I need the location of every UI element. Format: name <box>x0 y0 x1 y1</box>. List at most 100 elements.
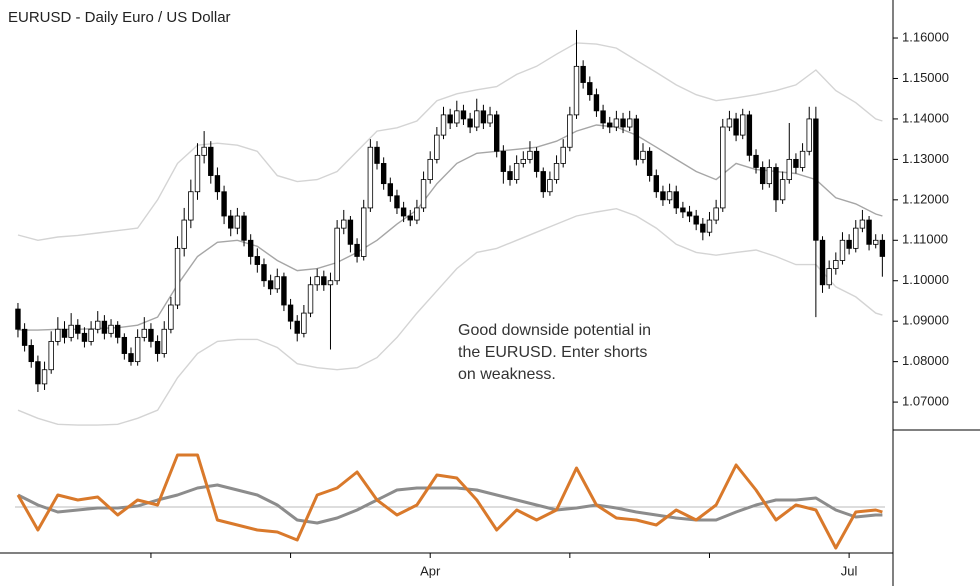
candle-body <box>660 191 666 201</box>
candle-body <box>267 280 274 290</box>
candle-body <box>274 276 280 290</box>
candle-body <box>633 118 640 160</box>
candle-body <box>114 324 121 338</box>
candle-body <box>41 369 48 385</box>
candle-body <box>680 207 686 213</box>
candle-body <box>467 118 473 128</box>
candle-body <box>494 114 500 152</box>
candle-body <box>813 118 819 241</box>
candle-body <box>593 94 600 112</box>
candle-body <box>141 328 147 338</box>
candle-body <box>513 163 520 181</box>
candle-body <box>367 146 374 209</box>
candle-body <box>108 324 114 334</box>
candle-body <box>547 179 553 193</box>
candle-body <box>434 134 440 160</box>
candle-body <box>487 114 493 124</box>
candle-body <box>819 239 826 286</box>
candle-body <box>354 243 360 257</box>
y-tick-label: 1.16000 <box>902 29 949 44</box>
candle-body <box>427 158 433 181</box>
candle-body <box>520 158 526 164</box>
x-tick-label: Jul <box>841 563 858 578</box>
candle-body <box>48 341 54 371</box>
candle-body <box>613 118 620 128</box>
candle-body <box>773 167 779 201</box>
candle-body <box>793 158 799 168</box>
candle-body <box>839 239 846 261</box>
candle-body <box>753 154 759 168</box>
candle-body <box>833 260 839 269</box>
candle-body <box>21 328 28 346</box>
y-tick-label: 1.09000 <box>902 313 949 328</box>
candle-body <box>720 126 726 209</box>
candle-body <box>713 207 719 221</box>
y-tick-label: 1.13000 <box>902 151 949 166</box>
candle-body <box>201 146 207 156</box>
band-line <box>18 124 883 331</box>
candle-body <box>560 146 566 164</box>
candle-body <box>194 154 201 193</box>
candle-body <box>294 320 300 334</box>
candle-body <box>361 207 367 257</box>
candle-body <box>188 191 194 221</box>
candle-body <box>454 110 460 124</box>
candle-body <box>507 171 513 181</box>
y-tick-label: 1.15000 <box>902 70 949 85</box>
candle-body <box>327 280 334 286</box>
candle-body <box>241 215 247 241</box>
candle-body <box>261 264 267 282</box>
candle-body <box>208 146 214 176</box>
candle-body <box>826 268 832 286</box>
candle-body <box>148 328 154 342</box>
candle-body <box>447 114 453 124</box>
candle-body <box>866 219 872 245</box>
candle-body <box>600 110 606 124</box>
candle-body <box>460 110 467 120</box>
candle-body <box>407 215 413 221</box>
candle-body <box>474 110 480 128</box>
annotation: Good downside potential in <box>458 322 651 339</box>
candle-body <box>321 276 327 286</box>
candle-body <box>540 171 546 193</box>
candle-body <box>873 239 879 245</box>
candle-body <box>587 82 593 96</box>
candle-body <box>653 175 659 193</box>
candle-body <box>221 191 227 217</box>
candle-body <box>666 191 673 201</box>
candle-body <box>214 175 221 193</box>
y-tick-label: 1.08000 <box>902 353 949 368</box>
candle-body <box>846 239 852 249</box>
candle-body <box>400 207 407 217</box>
candle-body <box>161 328 167 354</box>
candle-body <box>746 114 753 156</box>
candle-body <box>806 118 812 152</box>
candle-body <box>853 227 859 249</box>
y-tick-label: 1.14000 <box>902 110 949 125</box>
candle-body <box>799 150 806 168</box>
candle-body <box>95 320 101 330</box>
candle-body <box>380 163 387 185</box>
candle-body <box>387 183 394 197</box>
candle-body <box>607 122 613 128</box>
x-tick-label: Apr <box>420 563 441 578</box>
candle-body <box>128 353 134 363</box>
candle-body <box>567 114 573 148</box>
candle-body <box>414 207 420 221</box>
band-line <box>17 207 883 426</box>
candle-body <box>281 276 287 306</box>
candle-body <box>527 150 533 160</box>
candle-body <box>35 361 41 385</box>
candle-body <box>640 150 646 160</box>
candle-body <box>228 215 234 229</box>
candle-body <box>879 239 886 257</box>
chart-title: EURUSD - Daily Euro / US Dollar <box>8 9 231 26</box>
candle-body <box>706 219 713 233</box>
candle-body <box>81 332 88 342</box>
annotation: on weakness. <box>458 366 556 383</box>
candle-body <box>134 336 141 363</box>
y-tick-label: 1.10000 <box>902 272 949 287</box>
candle-body <box>573 65 580 116</box>
y-tick-label: 1.07000 <box>902 394 949 409</box>
